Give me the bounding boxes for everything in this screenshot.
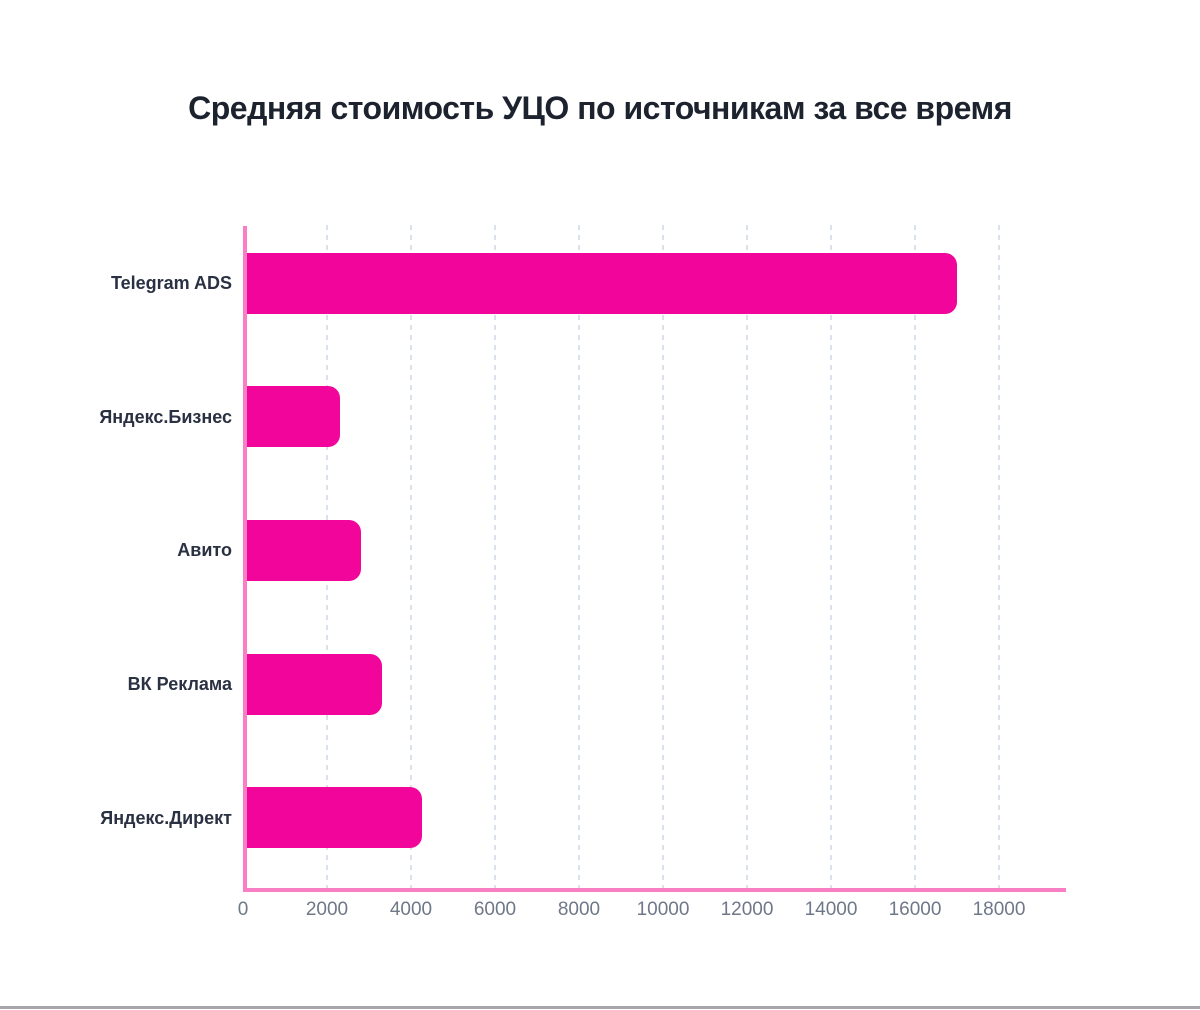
bar-3 (247, 520, 361, 581)
gridline-x-8000 (578, 225, 580, 888)
x-tick-label-12000: 12000 (720, 899, 774, 920)
x-tick-label-10000: 10000 (636, 899, 690, 920)
gridline-x-14000 (830, 225, 832, 888)
bar-1 (247, 253, 957, 314)
window-bottom-edge (0, 1006, 1200, 1009)
x-tick-label-8000: 8000 (557, 899, 601, 920)
x-tick-label-16000: 16000 (888, 899, 942, 920)
x-tick-label-18000: 18000 (972, 899, 1026, 920)
bar-2 (247, 386, 340, 447)
category-label-5: Яндекс.Директ (100, 808, 232, 828)
gridline-x-18000 (998, 225, 1000, 888)
x-axis-line (243, 888, 1067, 892)
gridline-x-16000 (914, 225, 916, 888)
x-tick-label-6000: 6000 (473, 899, 517, 920)
category-label-2: Яндекс.Бизнес (99, 407, 232, 427)
y-axis-line (243, 226, 247, 892)
bar-4 (247, 654, 382, 715)
x-tick-label-14000: 14000 (804, 899, 858, 920)
gridline-x-10000 (662, 225, 664, 888)
x-tick-label-4000: 4000 (389, 899, 433, 920)
category-label-1: Telegram ADS (110, 273, 232, 293)
gridline-x-4000 (410, 225, 412, 888)
x-tick-label-0: 0 (237, 899, 249, 920)
chart-title: Средняя стоимость УЦО по источникам за в… (188, 90, 1012, 126)
gridline-x-12000 (746, 225, 748, 888)
category-label-3: Авито (177, 540, 232, 560)
category-label-4: ВК Реклама (127, 674, 232, 694)
x-tick-label-2000: 2000 (305, 899, 349, 920)
gridline-x-6000 (494, 225, 496, 888)
bar-5 (247, 787, 422, 848)
